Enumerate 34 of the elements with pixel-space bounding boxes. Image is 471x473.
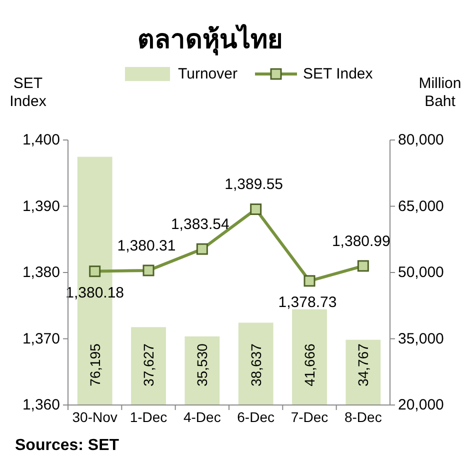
data-label: 35,530	[194, 343, 210, 386]
y-axis-title: SET Index	[10, 75, 47, 110]
data-label: 34,767	[355, 343, 372, 386]
data-label: 38,637	[248, 343, 264, 386]
x-tick-label: 6-Dec	[237, 409, 275, 425]
data-label: 1,383.54	[170, 216, 230, 234]
y2-tick-label: 65,000	[398, 198, 444, 215]
x-tick-label: 4-Dec	[183, 409, 221, 425]
data-label: 1,380.31	[117, 237, 176, 254]
y2-tick-label: 50,000	[398, 264, 444, 281]
source-note: Sources: SET	[15, 437, 120, 454]
data-label: 37,627	[140, 343, 156, 386]
legend-label: SET Index	[303, 66, 374, 82]
y2-axis-title: Million Baht	[418, 75, 462, 110]
y-tick-label: 1,400	[22, 132, 60, 148]
data-label: 1,380.99	[332, 232, 390, 250]
y2-tick-label: 20,000	[398, 396, 444, 414]
y-tick-label: 1,370	[22, 330, 60, 348]
y2-tick-label: 80,000	[398, 132, 444, 148]
x-tick-label: 7-Dec	[290, 409, 328, 425]
data-label: 1,389.55	[224, 176, 284, 194]
y-tick-label: 1,390	[22, 198, 60, 215]
x-tick-label: 8-Dec	[344, 409, 382, 425]
chart-title: ตลาดหุ้นไทย	[138, 23, 282, 56]
x-tick-label: 1-Dec	[130, 409, 168, 425]
data-label: 1,378.73	[278, 294, 337, 311]
legend-label: Turnover	[178, 66, 238, 82]
y-tick-label: 1,360	[22, 396, 60, 414]
data-label: 41,666	[302, 343, 318, 386]
y-tick-label: 1,380	[22, 264, 60, 281]
data-label: 76,195	[86, 343, 103, 386]
x-tick-label: 30-Nov	[72, 409, 118, 425]
y2-tick-label: 35,000	[398, 330, 444, 348]
data-label: 1,380.18	[66, 284, 124, 302]
